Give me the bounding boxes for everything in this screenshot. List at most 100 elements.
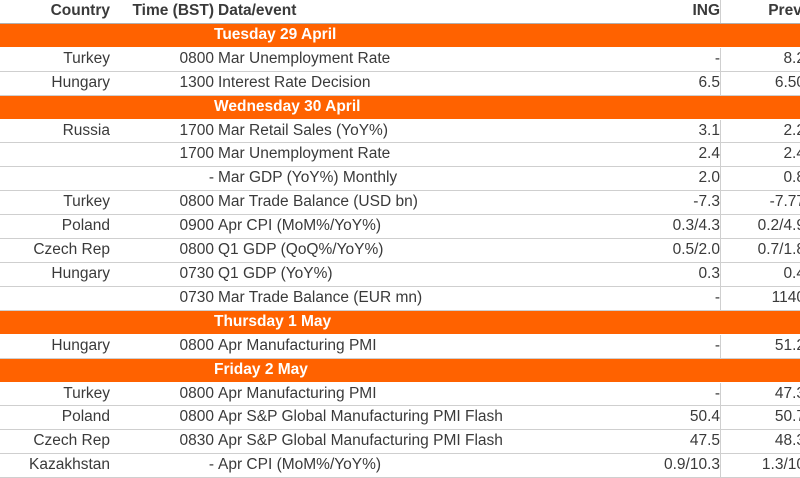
cell-country: Hungary: [0, 334, 110, 358]
cell-event: Q1 GDP (QoQ%/YoY%): [214, 239, 608, 263]
cell-country: [0, 167, 110, 191]
cell-ing-forecast: 50.4: [608, 406, 721, 430]
cell-country: Turkey: [0, 47, 110, 71]
cell-time: 0830: [110, 430, 214, 454]
cell-event: Apr Manufacturing PMI: [214, 382, 608, 406]
cell-previous: 0.7/1.8: [721, 239, 800, 263]
cell-event: Apr CPI (MoM%/YoY%): [214, 215, 608, 239]
section-date-title: Wednesday 30 April: [214, 95, 800, 119]
cell-country: Kazakhstan: [0, 454, 110, 478]
cell-event: Apr S&P Global Manufacturing PMI Flash: [214, 406, 608, 430]
cell-ing-forecast: -: [608, 334, 721, 358]
cell-country: Poland: [0, 406, 110, 430]
cell-ing-forecast: -: [608, 286, 721, 310]
cell-time: 1700: [110, 143, 214, 167]
cell-previous: 2.2: [721, 119, 800, 143]
cell-time: 1700: [110, 119, 214, 143]
cell-time: 0800: [110, 406, 214, 430]
cell-time: -: [110, 454, 214, 478]
cell-previous: 48.3: [721, 430, 800, 454]
cell-previous: 2.4: [721, 143, 800, 167]
cell-ing-forecast: 2.0: [608, 167, 721, 191]
cell-time: 0900: [110, 215, 214, 239]
cell-country: Czech Rep: [0, 430, 110, 454]
section-date-title: Tuesday 29 April: [214, 23, 800, 47]
cell-time: 0730: [110, 262, 214, 286]
cell-event: Mar Unemployment Rate: [214, 143, 608, 167]
cell-ing-forecast: 6.5: [608, 71, 721, 95]
cell-ing-forecast: 0.3/4.3: [608, 215, 721, 239]
section-header-spacer: [0, 358, 214, 382]
cell-ing-forecast: -: [608, 382, 721, 406]
cell-event: Apr Manufacturing PMI: [214, 334, 608, 358]
cell-previous: 47.3: [721, 382, 800, 406]
cell-time: 0800: [110, 334, 214, 358]
section-header-row: Tuesday 29 April: [0, 23, 800, 47]
section-header-spacer: [0, 310, 214, 334]
cell-event: Mar Trade Balance (EUR mn): [214, 286, 608, 310]
cell-country: Hungary: [0, 262, 110, 286]
cell-previous: 6.50: [721, 71, 800, 95]
cell-event: Apr CPI (MoM%/YoY%): [214, 454, 608, 478]
header-prev: Prev.: [721, 0, 800, 23]
cell-previous: -7.77: [721, 191, 800, 215]
cell-ing-forecast: 47.5: [608, 430, 721, 454]
cell-time: 1300: [110, 71, 214, 95]
cell-country: Turkey: [0, 382, 110, 406]
cell-time: 0800: [110, 382, 214, 406]
cell-ing-forecast: 0.3: [608, 262, 721, 286]
cell-previous: 0.8: [721, 167, 800, 191]
section-date-title: Thursday 1 May: [214, 310, 800, 334]
cell-event: Mar Retail Sales (YoY%): [214, 119, 608, 143]
cell-event: Q1 GDP (YoY%): [214, 262, 608, 286]
cell-country: [0, 143, 110, 167]
header-event: Data/event: [214, 0, 608, 23]
cell-time: 0800: [110, 191, 214, 215]
cell-ing-forecast: 2.4: [608, 143, 721, 167]
cell-previous: 51.2: [721, 334, 800, 358]
cell-country: [0, 286, 110, 310]
cell-previous: 1.3/10: [721, 454, 800, 478]
cell-country: Czech Rep: [0, 239, 110, 263]
cell-event: Mar Trade Balance (USD bn): [214, 191, 608, 215]
cell-event: Apr S&P Global Manufacturing PMI Flash: [214, 430, 608, 454]
cell-country: Turkey: [0, 191, 110, 215]
cell-ing-forecast: 0.9/10.3: [608, 454, 721, 478]
cell-previous: 0.4: [721, 262, 800, 286]
cell-previous: 8.2: [721, 47, 800, 71]
cell-country: Russia: [0, 119, 110, 143]
cell-time: 0800: [110, 239, 214, 263]
cell-ing-forecast: -: [608, 47, 721, 71]
section-date-title: Friday 2 May: [214, 358, 800, 382]
cell-ing-forecast: 3.1: [608, 119, 721, 143]
cell-previous: 1140: [721, 286, 800, 310]
cell-previous: 50.7: [721, 406, 800, 430]
cell-time: -: [110, 167, 214, 191]
header-country: Country: [0, 0, 110, 23]
section-header-row: Wednesday 30 April: [0, 95, 800, 119]
header-ing: ING: [608, 0, 721, 23]
cell-event: Mar GDP (YoY%) Monthly: [214, 167, 608, 191]
header-time: Time (BST): [110, 0, 214, 23]
header-row: Country Time (BST) Data/event ING Prev.: [0, 0, 800, 23]
section-header-row: Thursday 1 May: [0, 310, 800, 334]
section-header-spacer: [0, 23, 214, 47]
cell-country: Hungary: [0, 71, 110, 95]
cell-country: Poland: [0, 215, 110, 239]
section-header-row: Friday 2 May: [0, 358, 800, 382]
cell-time: 0800: [110, 47, 214, 71]
